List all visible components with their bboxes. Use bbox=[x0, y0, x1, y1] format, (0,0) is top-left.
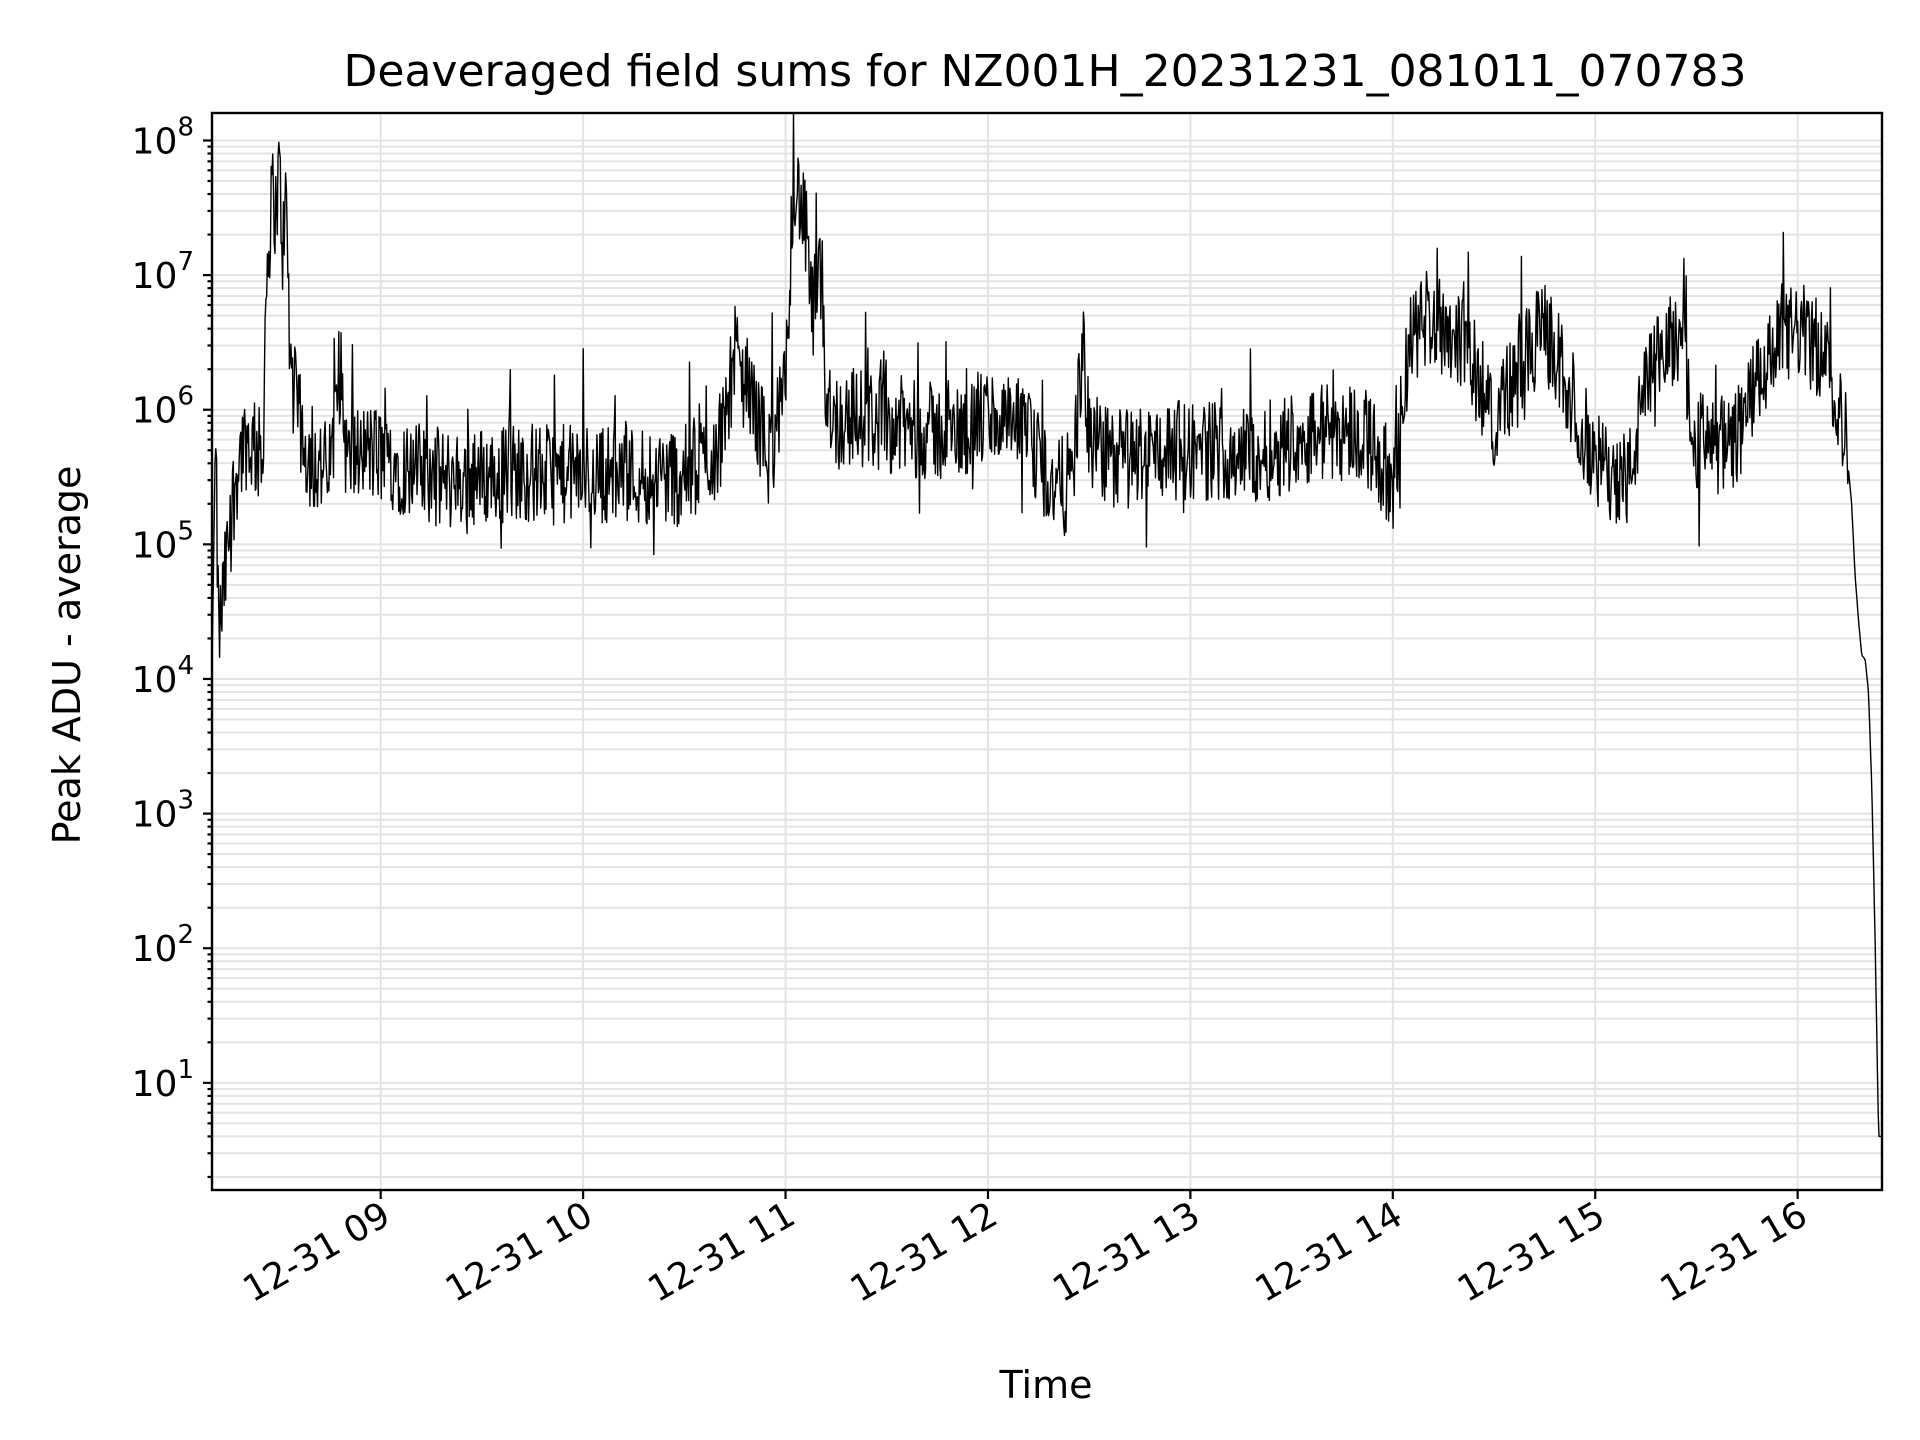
y-tick-exponent: 2 bbox=[177, 920, 194, 950]
y-tick-base: 10 bbox=[132, 1064, 178, 1105]
y-tick-exponent: 7 bbox=[177, 247, 194, 277]
y-tick-base: 10 bbox=[132, 929, 178, 970]
y-tick-exponent: 6 bbox=[177, 382, 194, 412]
y-tick-exponent: 5 bbox=[177, 516, 194, 546]
y-tick-label: 103 bbox=[132, 786, 194, 836]
y-tick-base: 10 bbox=[132, 391, 178, 432]
plot-frame bbox=[210, 111, 1884, 1192]
y-tick-label: 106 bbox=[132, 382, 194, 432]
x-axis-label: Time bbox=[999, 1363, 1093, 1407]
chart-title: Deaveraged field sums for NZ001H_2023123… bbox=[344, 46, 1747, 97]
y-tick-base: 10 bbox=[132, 256, 178, 297]
y-tick-label: 107 bbox=[132, 247, 194, 297]
y-tick-label: 104 bbox=[132, 651, 194, 701]
y-tick-exponent: 4 bbox=[177, 651, 194, 681]
y-tick-label: 105 bbox=[132, 516, 194, 566]
series-line bbox=[211, 112, 1882, 1138]
y-tick-label: 101 bbox=[132, 1055, 194, 1105]
y-tick-base: 10 bbox=[132, 660, 178, 701]
y-tick-base: 10 bbox=[132, 795, 178, 836]
y-tick-label: 102 bbox=[132, 920, 194, 970]
y-axis-label: Peak ADU - average bbox=[45, 466, 89, 845]
y-tick-exponent: 8 bbox=[177, 112, 194, 142]
y-tick-exponent: 3 bbox=[177, 786, 194, 816]
grid bbox=[212, 113, 1882, 1190]
series-layer bbox=[211, 112, 1882, 1138]
y-tick-base: 10 bbox=[132, 121, 178, 162]
y-tick-label: 108 bbox=[132, 112, 194, 162]
y-tick-base: 10 bbox=[132, 525, 178, 566]
y-tick-exponent: 1 bbox=[177, 1055, 194, 1085]
